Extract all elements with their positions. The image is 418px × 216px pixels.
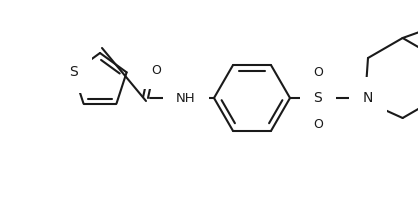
Text: O: O [151, 64, 161, 76]
Text: O: O [313, 65, 323, 78]
Text: O: O [313, 118, 323, 130]
Text: S: S [69, 65, 78, 79]
Text: N: N [363, 91, 373, 105]
Text: S: S [314, 91, 322, 105]
Text: N: N [363, 91, 373, 105]
Text: NH: NH [176, 92, 196, 105]
